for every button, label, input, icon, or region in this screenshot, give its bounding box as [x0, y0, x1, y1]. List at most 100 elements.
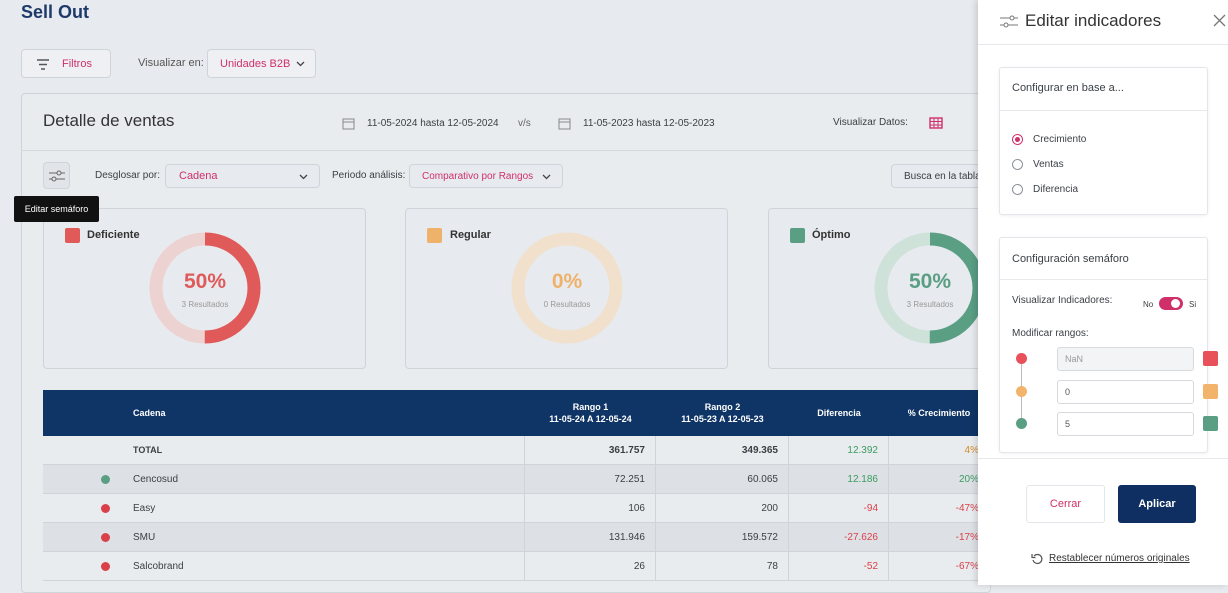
cell: 26 — [525, 552, 656, 581]
cell: 12.392 — [789, 436, 889, 465]
radio[interactable] — [1012, 184, 1023, 195]
range-input[interactable]: 0 — [1057, 380, 1194, 404]
cell: -52 — [789, 552, 889, 581]
donut-results: 3 Resultados — [182, 300, 229, 309]
period-select[interactable]: Comparativo por Rangos — [409, 164, 563, 188]
header-title: Rango 1 — [572, 402, 609, 412]
status-dot — [101, 533, 110, 542]
toggle[interactable] — [1159, 297, 1183, 310]
option: Crecimiento — [1033, 134, 1087, 145]
range-input[interactable]: NaN — [1057, 347, 1194, 371]
sliders-icon — [49, 170, 65, 182]
card-label: Óptimo — [812, 229, 851, 241]
radio[interactable] — [1012, 134, 1023, 145]
option: Ventas — [1033, 159, 1064, 170]
chevron — [542, 174, 551, 180]
toggle-on: Si — [1189, 300, 1197, 309]
chevron — [296, 61, 305, 67]
semaforo-title: Configuración semáforo — [1012, 253, 1129, 265]
donut-value: 50% — [909, 270, 951, 293]
cell: -67% — [955, 561, 979, 572]
cancel-button[interactable]: Cerrar — [1026, 485, 1105, 523]
range-dot — [1016, 386, 1027, 397]
cell: 78 — [656, 552, 789, 581]
range-input[interactable]: 5 — [1057, 412, 1194, 436]
view-data-label: Visualizar Datos: — [833, 117, 908, 128]
base-card: Configurar en base a... Crecimiento Vent… — [999, 67, 1208, 215]
option: Diferencia — [1033, 184, 1079, 195]
cell: 106 — [525, 494, 656, 523]
divider — [1000, 279, 1207, 280]
toggle-knob — [1171, 299, 1180, 308]
detail-title: Detalle de ventas — [43, 111, 175, 130]
cell: Salcobrand — [123, 552, 525, 581]
period-value: Comparativo por Rangos — [422, 171, 534, 182]
range-dot — [1016, 353, 1027, 364]
table-row: Easy 106 200 -94 -47% — [43, 494, 979, 523]
reset-icon — [1031, 553, 1043, 564]
breakdown-label: Desglosar por: — [95, 170, 161, 181]
range2: 11-05-2023 hasta 12-05-2023 — [583, 118, 715, 129]
divider — [978, 458, 1228, 459]
radio[interactable] — [1012, 159, 1023, 170]
status-check — [65, 228, 80, 243]
semaforo-card: Configuración semáforo Visualizar Indica… — [999, 237, 1218, 453]
cell: 200 — [656, 494, 789, 523]
status-dot — [101, 504, 110, 513]
range-check[interactable] — [1203, 351, 1218, 366]
divider — [978, 44, 1228, 45]
radio-dot — [1015, 137, 1020, 142]
side-panel: Editar indicadores Configurar en base a.… — [978, 0, 1228, 585]
close-button[interactable] — [1213, 14, 1226, 27]
header-title: Rango 2 — [704, 402, 741, 412]
vs: v/s — [518, 118, 531, 129]
header-cell: Diferencia — [789, 390, 889, 436]
cell: Easy — [123, 494, 525, 523]
range-check[interactable] — [1203, 384, 1218, 399]
page-title: Sell Out — [21, 2, 90, 22]
search-input[interactable]: Busca en la tabla — [891, 164, 991, 188]
cell: Cencosud — [123, 465, 525, 494]
breakdown-select[interactable]: Cadena — [165, 164, 320, 188]
table-row: Cencosud 72.251 60.065 12.186 20% — [43, 465, 979, 494]
chevron — [299, 174, 308, 180]
cell: 4% — [964, 445, 979, 456]
cell: 20% — [958, 474, 979, 485]
card-label: Deficiente — [87, 229, 140, 241]
table-icon[interactable] — [929, 117, 943, 129]
header-title: Diferencia — [817, 408, 861, 418]
table-row: Salcobrand 26 78 -52 -67% — [43, 552, 979, 581]
view-select[interactable]: Unidades B2B — [207, 49, 316, 78]
header-cell: Rango 1 11-05-24 A 12-05-24 — [525, 390, 656, 436]
divider — [1000, 110, 1207, 111]
cell: 60.065 — [656, 465, 789, 494]
cell: 12.186 — [789, 465, 889, 494]
sliders-icon — [1000, 15, 1018, 28]
donut-results: 0 Resultados — [544, 300, 591, 309]
base-title: Configurar en base a... — [1012, 82, 1124, 94]
card-label: Regular — [450, 229, 491, 241]
donut-track — [511, 232, 623, 344]
breakdown-value: Cadena — [179, 170, 218, 182]
semaforo-button[interactable] — [43, 162, 70, 189]
status-dot — [101, 475, 110, 484]
cell: 131.946 — [525, 523, 656, 552]
view-value: Unidades B2B — [220, 58, 291, 70]
cell: 349.365 — [656, 436, 789, 465]
cell: 72.251 — [525, 465, 656, 494]
reset-link[interactable]: Restablecer números originales — [1049, 553, 1190, 564]
ranges-label: Modificar rangos: — [1012, 328, 1089, 339]
range-check[interactable] — [1203, 416, 1218, 431]
cell: -27.626 — [789, 523, 889, 552]
calendar-icon — [342, 118, 355, 130]
donut-value: 50% — [184, 270, 226, 293]
filters-button[interactable]: Filtros — [21, 49, 111, 78]
apply-button[interactable]: Aplicar — [1118, 485, 1196, 523]
header-subtitle: 11-05-24 A 12-05-24 — [549, 414, 632, 424]
donut-arc — [149, 232, 261, 344]
cell: 159.572 — [656, 523, 789, 552]
tooltip: Editar semáforo — [14, 196, 99, 222]
cell: SMU — [123, 523, 525, 552]
cell: -47% — [955, 503, 979, 514]
